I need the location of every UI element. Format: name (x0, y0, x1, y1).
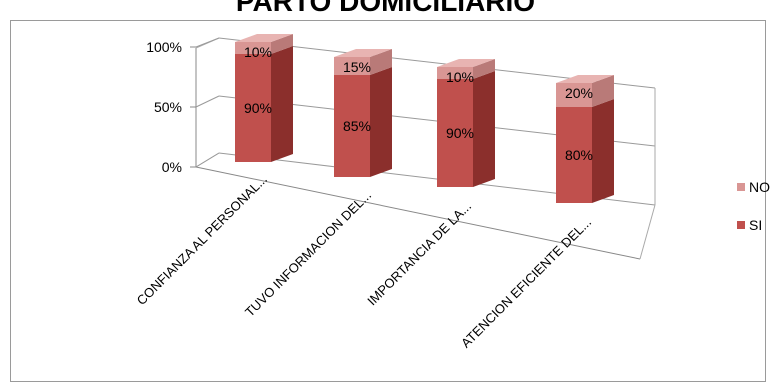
bar-segment-no (437, 67, 473, 79)
legend-label-si: SI (749, 217, 762, 233)
gridline-side (195, 95, 220, 108)
bar-side-no (271, 34, 293, 54)
x-axis-line (195, 166, 641, 260)
bar-segment-si (556, 107, 592, 203)
bar-side-no (592, 75, 614, 107)
y-tick-label: 0% (162, 159, 182, 175)
chart-title: PARTO DOMICILIARIO (235, 0, 536, 17)
data-label-no: 10% (244, 44, 272, 60)
bar-top (334, 49, 392, 57)
x-tick-label: IMPORTANCIA DE LA... (364, 199, 474, 309)
legend-swatch-si (737, 221, 745, 229)
bar-top (556, 75, 614, 83)
gridline-side (195, 37, 220, 48)
bar-side-si (370, 67, 392, 177)
bar-segment-no (556, 83, 592, 107)
bar-segment-si (437, 79, 473, 187)
data-label-si: 90% (244, 100, 272, 116)
y-tick-label: 100% (146, 39, 182, 55)
y-tick-label: 50% (154, 99, 182, 115)
bar-side-si (473, 71, 495, 187)
data-label-no: 10% (446, 69, 474, 85)
bar-segment-no (235, 42, 271, 54)
data-label-no: 20% (565, 85, 593, 101)
bar-segment-si (235, 54, 271, 162)
data-label-si: 80% (565, 147, 593, 163)
bar-side-no (370, 49, 392, 75)
x-tick-label: CONFIANZA AL PERSONAL... (134, 172, 270, 308)
bar-top (235, 34, 293, 42)
bar-segment-no (334, 57, 370, 75)
bar-segment-si (334, 75, 370, 177)
gridline-side (195, 152, 220, 168)
bar-top (437, 59, 495, 67)
floor-right-edge (639, 204, 656, 260)
data-label-si: 85% (343, 118, 371, 134)
bar-side-si (592, 99, 614, 203)
legend-label-no: NO (749, 179, 770, 195)
bar-side-no (473, 59, 495, 79)
data-label-no: 15% (343, 59, 371, 75)
data-label-si: 90% (446, 125, 474, 141)
legend-swatch-no (737, 183, 745, 191)
bar-side-si (271, 46, 293, 162)
x-tick-label: TUVO INFORMACION DEL... (242, 188, 374, 320)
